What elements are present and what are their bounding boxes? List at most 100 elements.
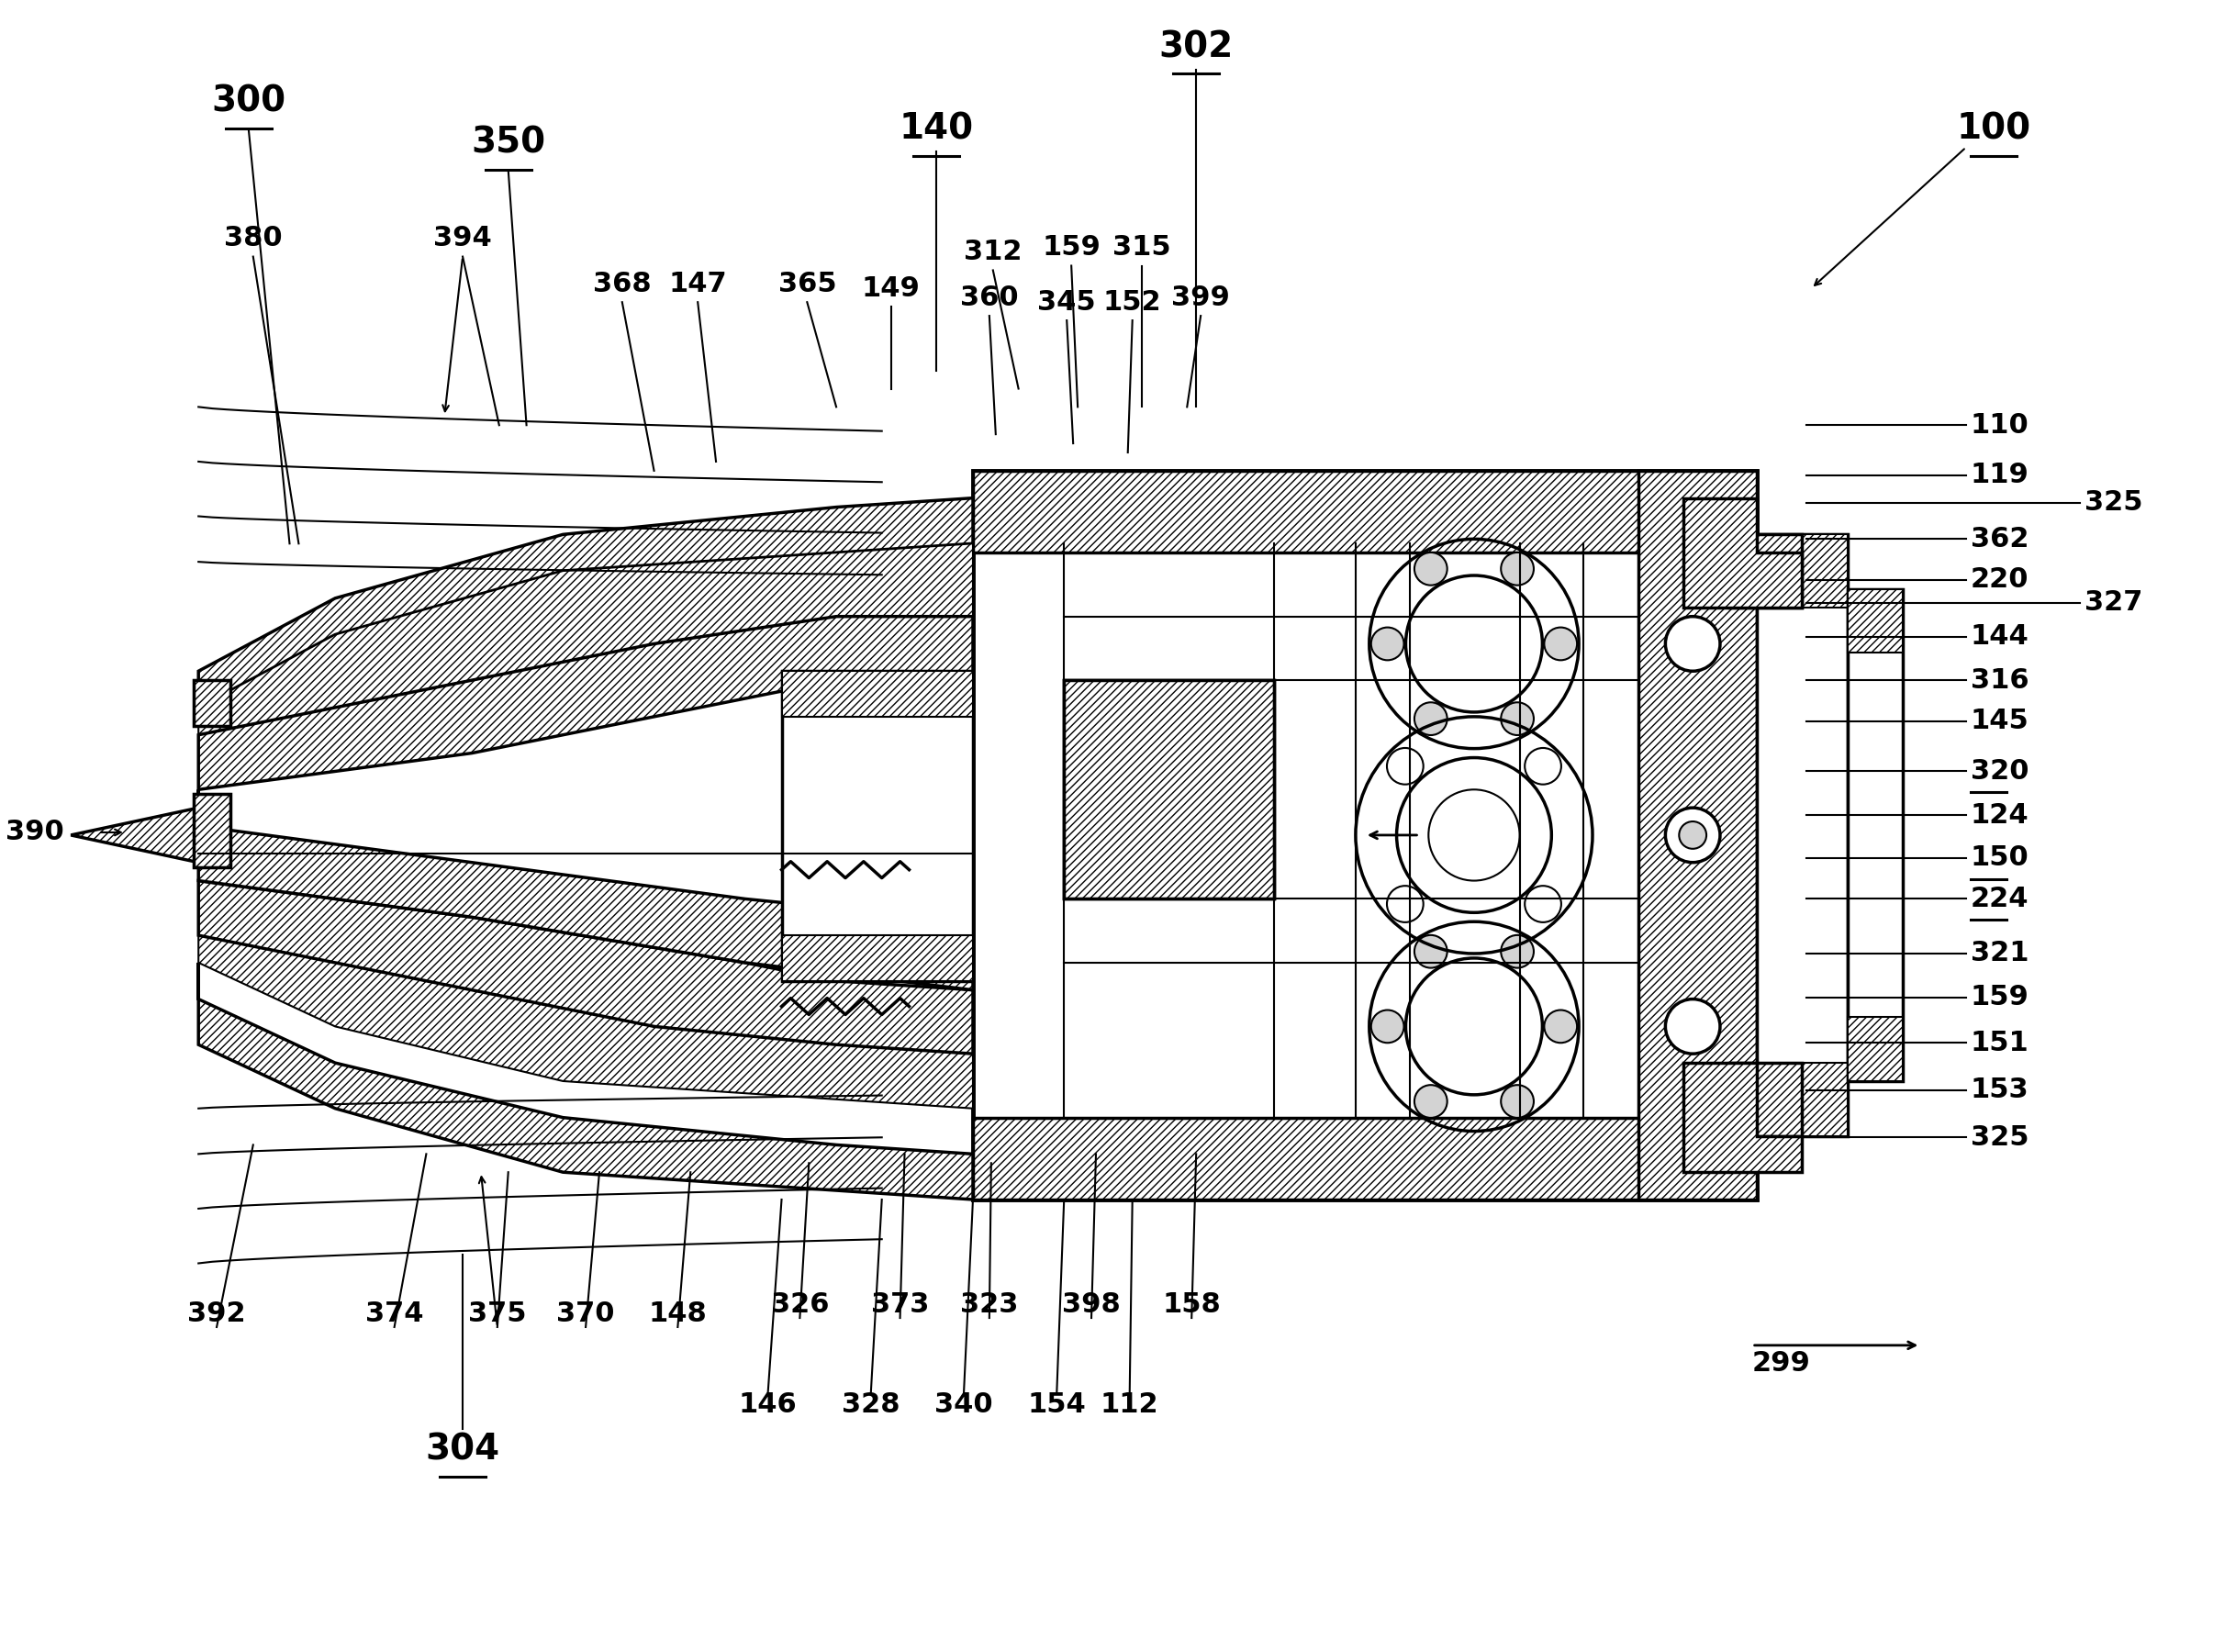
Polygon shape	[199, 497, 974, 707]
Text: 300: 300	[210, 84, 285, 119]
Text: 147: 147	[668, 271, 726, 297]
Text: 374: 374	[365, 1300, 423, 1327]
Text: 365: 365	[779, 271, 837, 297]
Polygon shape	[199, 963, 974, 1199]
Polygon shape	[199, 790, 974, 990]
Bar	[1728, 535, 1801, 608]
Polygon shape	[199, 909, 974, 1108]
Text: 345: 345	[1038, 289, 1095, 316]
Text: 149: 149	[861, 276, 921, 302]
Text: 124: 124	[1970, 801, 2029, 828]
Text: 312: 312	[965, 240, 1022, 266]
Text: 315: 315	[1113, 235, 1171, 261]
Text: 362: 362	[1970, 525, 2029, 552]
Text: 100: 100	[1956, 112, 2032, 147]
Text: 150: 150	[1970, 844, 2029, 871]
Text: 145: 145	[1970, 709, 2029, 735]
Text: 110: 110	[1970, 411, 2029, 438]
Bar	[195, 681, 230, 725]
Text: 316: 316	[1970, 667, 2029, 694]
Circle shape	[1414, 1085, 1447, 1118]
Bar	[781, 935, 974, 981]
Text: 320: 320	[1970, 758, 2029, 785]
Bar	[195, 795, 230, 867]
Text: 159: 159	[1042, 235, 1100, 261]
Bar	[1848, 590, 1903, 1080]
Text: 380: 380	[224, 225, 283, 251]
Text: 360: 360	[960, 284, 1018, 311]
Text: 299: 299	[1753, 1350, 1810, 1376]
Text: 340: 340	[934, 1391, 994, 1417]
Text: 220: 220	[1970, 567, 2029, 593]
Text: 325: 325	[2085, 489, 2142, 515]
Text: 159: 159	[1970, 985, 2029, 1011]
Bar	[1638, 471, 1757, 1199]
Text: 373: 373	[872, 1290, 929, 1318]
Bar	[1064, 681, 1275, 899]
Text: 153: 153	[1970, 1077, 2029, 1104]
Text: 399: 399	[1171, 284, 1230, 311]
Bar	[781, 671, 974, 717]
Text: 144: 144	[1970, 623, 2029, 649]
Circle shape	[1372, 628, 1403, 661]
Text: 304: 304	[425, 1432, 500, 1467]
Text: 370: 370	[555, 1300, 615, 1327]
Polygon shape	[199, 616, 974, 790]
Bar	[195, 681, 230, 725]
Bar	[1848, 1018, 1903, 1080]
Bar	[974, 471, 1757, 553]
Text: 323: 323	[960, 1290, 1018, 1318]
Circle shape	[1680, 821, 1706, 849]
Text: 326: 326	[770, 1290, 830, 1318]
Circle shape	[1414, 935, 1447, 968]
Bar	[1757, 535, 1848, 1137]
Bar	[974, 471, 1757, 1199]
Text: 350: 350	[471, 126, 544, 160]
Circle shape	[1545, 628, 1578, 661]
Circle shape	[1525, 748, 1560, 785]
Circle shape	[1545, 1009, 1578, 1042]
Text: 390: 390	[4, 819, 64, 846]
Polygon shape	[199, 881, 974, 1054]
Text: 302: 302	[1160, 30, 1233, 64]
Text: 325: 325	[1970, 1125, 2029, 1151]
Bar	[1848, 590, 1903, 653]
Text: 146: 146	[739, 1391, 797, 1417]
Circle shape	[1666, 808, 1720, 862]
Text: 394: 394	[434, 225, 491, 251]
Text: 140: 140	[898, 112, 974, 147]
Text: 119: 119	[1970, 463, 2029, 489]
Circle shape	[1414, 552, 1447, 585]
Circle shape	[1388, 748, 1423, 785]
Text: 112: 112	[1100, 1391, 1160, 1417]
Bar	[1728, 1062, 1801, 1137]
Circle shape	[1500, 1085, 1534, 1118]
Bar	[781, 671, 974, 981]
Text: 154: 154	[1027, 1391, 1087, 1417]
Text: 392: 392	[188, 1300, 246, 1327]
Polygon shape	[71, 808, 199, 862]
Circle shape	[1500, 935, 1534, 968]
Text: 327: 327	[2085, 590, 2142, 616]
Text: 398: 398	[1062, 1290, 1120, 1318]
Bar	[1064, 681, 1275, 899]
Text: 224: 224	[1970, 885, 2029, 912]
Bar	[195, 795, 230, 867]
Circle shape	[1388, 885, 1423, 922]
Polygon shape	[1684, 1062, 1801, 1173]
Text: 328: 328	[841, 1391, 901, 1417]
Text: 151: 151	[1970, 1029, 2029, 1056]
Circle shape	[1414, 702, 1447, 735]
Polygon shape	[1684, 497, 1801, 608]
Circle shape	[1666, 616, 1720, 671]
Text: 148: 148	[648, 1300, 706, 1327]
Text: 158: 158	[1162, 1290, 1222, 1318]
Bar	[1064, 681, 1275, 899]
Circle shape	[1430, 790, 1520, 881]
Polygon shape	[199, 544, 974, 762]
Circle shape	[1525, 885, 1560, 922]
Text: 375: 375	[469, 1300, 527, 1327]
Bar	[1757, 1062, 1848, 1137]
Circle shape	[1666, 999, 1720, 1054]
Bar	[974, 1117, 1757, 1199]
